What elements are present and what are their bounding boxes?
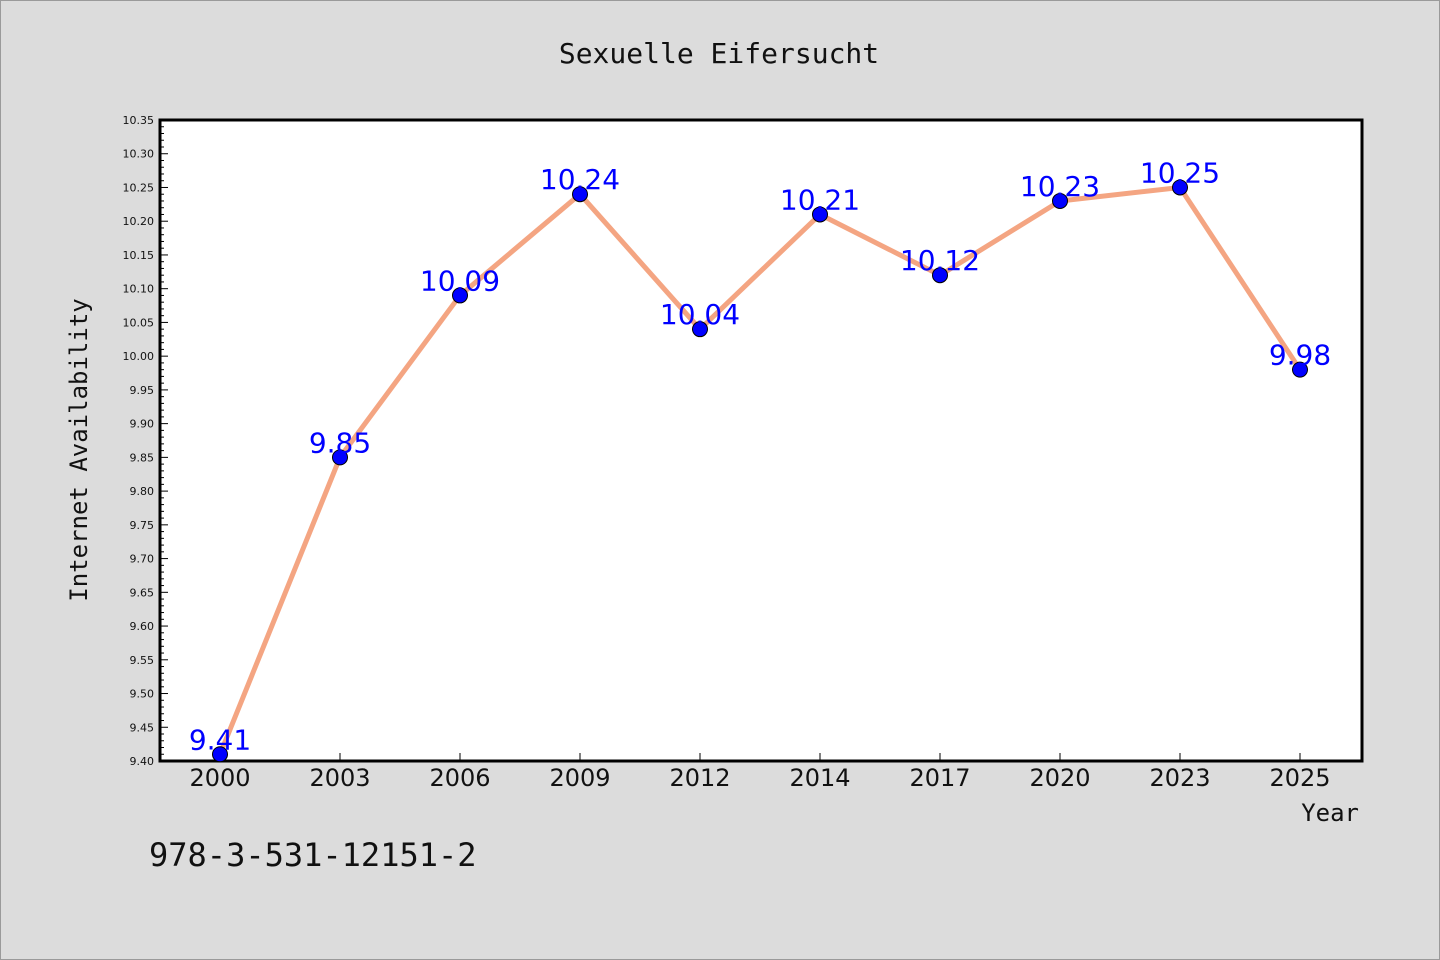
data-label: 9.98 (1269, 339, 1331, 372)
data-point (572, 186, 588, 203)
data-point (332, 449, 348, 466)
x-tick-label: 2017 (909, 764, 970, 792)
data-point (212, 746, 228, 763)
data-points (212, 179, 1308, 763)
x-tick-label: 2023 (1149, 764, 1210, 792)
y-tick-label: 9.80 (130, 485, 155, 498)
data-point (812, 206, 828, 223)
data-point (692, 321, 708, 338)
y-tick-label: 9.40 (130, 755, 155, 768)
x-tick-label: 2000 (189, 764, 250, 792)
data-label: 9.85 (309, 426, 371, 459)
x-tick-label: 2014 (789, 764, 850, 792)
data-label: 10.12 (900, 244, 980, 277)
x-tick-label: 2003 (309, 764, 370, 792)
x-tick-label: 2009 (549, 764, 610, 792)
x-axis-label: Year (1301, 799, 1359, 827)
y-tick-label: 9.50 (130, 688, 155, 701)
y-tick-label: 9.65 (130, 586, 155, 599)
y-tick-label: 9.85 (130, 451, 155, 464)
data-point (1292, 361, 1308, 378)
y-axis: 9.40 9.45 9.50 9.55 9.60 9.65 9.70 9.75 9.80 9.85… (123, 114, 168, 768)
x-tick-label: 2012 (669, 764, 730, 792)
data-point (452, 287, 468, 304)
data-label: 10.25 (1140, 156, 1220, 189)
data-point (932, 267, 948, 284)
y-tick-label: 9.45 (130, 721, 155, 734)
data-label: 10.21 (780, 183, 860, 216)
x-tick-label: 2025 (1269, 764, 1330, 792)
y-tick-label: 9.90 (130, 418, 155, 431)
data-label: 10.24 (540, 163, 620, 196)
data-label: 10.23 (1020, 170, 1100, 203)
y-axis-label: Internet Availability (65, 298, 93, 601)
series-line (217, 184, 1303, 756)
footer-isbn: 978-3-531-12151-2 (149, 836, 477, 874)
y-tick-label: 10.10 (123, 283, 155, 296)
data-labels: 9.41 9.85 10.09 10.24 10.04 10.21 10.12 10.23 10… (189, 156, 1331, 756)
y-tick-label: 9.55 (130, 654, 155, 667)
y-tick-label: 10.25 (123, 181, 155, 194)
x-tick-label: 2020 (1029, 764, 1090, 792)
y-tick-label: 10.20 (123, 215, 155, 228)
plot-area (158, 118, 1364, 763)
y-tick-label: 9.95 (130, 384, 155, 397)
y-tick-label: 10.05 (123, 316, 155, 329)
y-tick-label: 9.75 (130, 519, 155, 532)
chart-title: Sexuelle Eifersucht (559, 37, 879, 70)
y-tick-label: 10.35 (123, 114, 155, 127)
y-tick-label: 10.00 (123, 350, 155, 363)
y-tick-label: 9.70 (130, 553, 155, 566)
y-tick-label: 10.15 (123, 249, 155, 262)
x-axis: 2000 2003 2006 2009 2012 2014 2017 2020 2023 2025 (189, 753, 1331, 792)
y-tick-label: 9.60 (130, 620, 155, 633)
data-label: 10.04 (660, 298, 740, 331)
data-label: 9.41 (189, 723, 251, 756)
y-tick-label: 10.30 (123, 148, 155, 161)
x-tick-label: 2006 (429, 764, 490, 792)
data-label: 10.09 (420, 264, 500, 297)
data-point (1052, 192, 1068, 209)
data-point (1172, 179, 1188, 196)
